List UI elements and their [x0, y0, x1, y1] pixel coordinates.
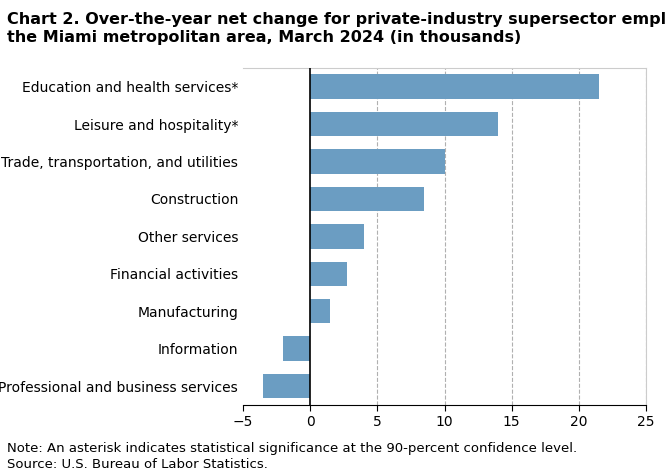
Bar: [263, 374, 310, 398]
Bar: [310, 262, 346, 286]
Bar: [310, 74, 599, 99]
Text: the Miami metropolitan area, March 2024 (in thousands): the Miami metropolitan area, March 2024 …: [7, 30, 521, 45]
Text: Source: U.S. Bureau of Labor Statistics.: Source: U.S. Bureau of Labor Statistics.: [7, 458, 268, 468]
Text: Note: An asterisk indicates statistical significance at the 90-percent confidenc: Note: An asterisk indicates statistical …: [7, 442, 577, 455]
Bar: [310, 224, 364, 249]
Bar: [310, 299, 330, 323]
Bar: [310, 187, 424, 211]
Bar: [284, 336, 310, 361]
Bar: [310, 112, 498, 136]
Text: Chart 2. Over-the-year net change for private-industry supersector employment in: Chart 2. Over-the-year net change for pr…: [7, 12, 666, 27]
Bar: [310, 149, 444, 174]
